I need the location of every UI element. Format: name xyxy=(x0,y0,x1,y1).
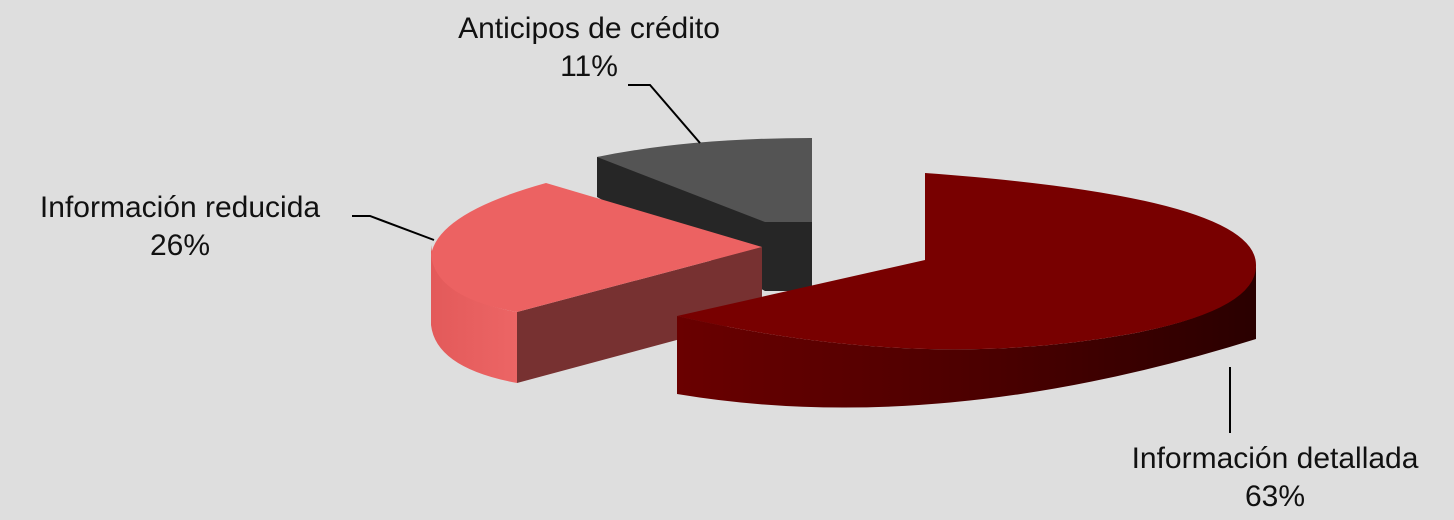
data-label-detallada: Información detallada 63% xyxy=(1100,440,1450,516)
slice-detallada xyxy=(677,173,1257,408)
slice-percent-anticipos: 11% xyxy=(560,50,618,83)
slice-anticipos-top xyxy=(597,138,812,222)
slice-label-detallada: Información detallada xyxy=(1131,442,1419,475)
slice-label-anticipos: Anticipos de crédito xyxy=(458,12,720,45)
slice-label-reducida: Información reducida xyxy=(39,191,321,224)
slice-reducida xyxy=(431,183,762,383)
slice-reducida-top xyxy=(431,183,762,312)
leader-line-reducida xyxy=(352,215,435,241)
leader-line-anticipos xyxy=(628,84,701,144)
slice-detallada-top xyxy=(677,173,1257,350)
slice-percent-reducida: 26% xyxy=(149,229,211,262)
data-label-anticipos: Anticipos de crédito 11% xyxy=(430,10,748,86)
slice-detallada-side xyxy=(677,262,1257,408)
data-label-reducida: Información reducida 26% xyxy=(8,189,352,265)
slice-reducida-inner-side xyxy=(517,247,762,383)
slice-reducida-outer-side xyxy=(431,245,517,383)
slice-percent-detallada: 63% xyxy=(1244,480,1306,513)
